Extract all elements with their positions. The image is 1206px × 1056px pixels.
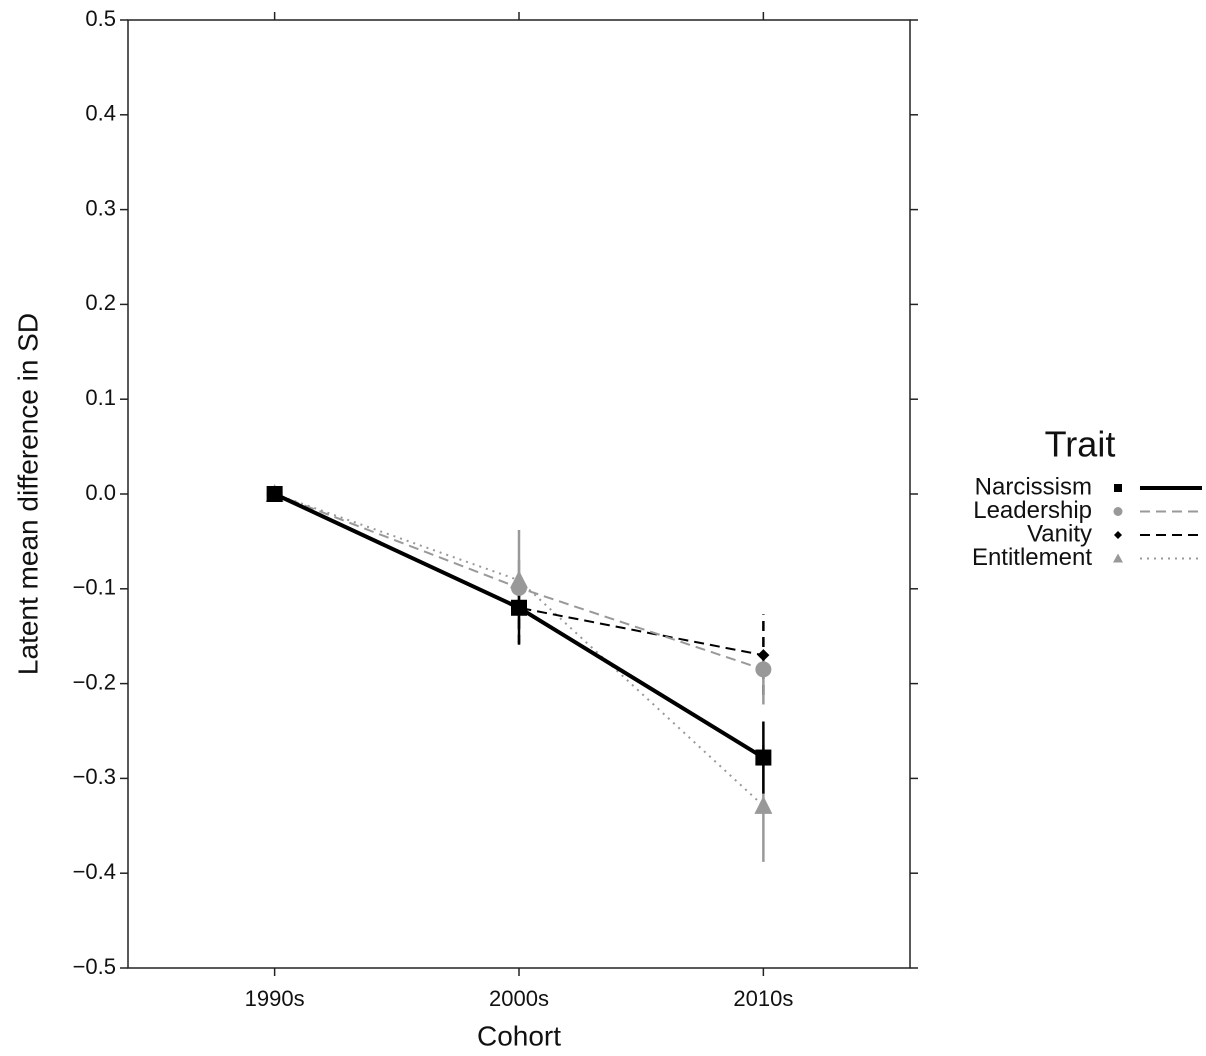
legend-marker <box>1114 531 1122 539</box>
marker <box>757 649 770 662</box>
y-tick-label: −0.2 <box>73 669 116 694</box>
marker <box>511 579 527 596</box>
legend-marker <box>1114 484 1122 492</box>
legend-label: Entitlement <box>972 544 1092 571</box>
y-tick-label: 0.3 <box>85 195 116 220</box>
legend-title: Trait <box>1045 424 1116 465</box>
x-axis-title: Cohort <box>477 1020 561 1051</box>
marker <box>755 661 772 678</box>
y-tick-label: −0.3 <box>73 764 116 789</box>
x-tick-label: 1990s <box>245 986 305 1011</box>
legend-marker <box>1113 553 1123 563</box>
legend-label: Narcissism <box>975 473 1092 500</box>
x-tick-label: 2010s <box>733 986 793 1011</box>
marker <box>266 486 283 502</box>
plot-frame <box>127 19 911 969</box>
legend-label: Vanity <box>1027 520 1092 547</box>
marker <box>754 795 773 814</box>
x-tick-label: 2000s <box>489 986 549 1011</box>
marker <box>755 749 772 766</box>
y-tick-label: 0.4 <box>85 101 116 126</box>
marker <box>511 599 527 616</box>
y-axis-title: Latent mean difference in SD <box>12 313 43 675</box>
y-tick-label: −0.4 <box>73 859 116 884</box>
y-tick-label: 0.0 <box>85 480 116 505</box>
legend-marker <box>1113 507 1123 516</box>
y-tick-label: 0.2 <box>85 290 116 315</box>
legend-label: Leadership <box>973 497 1092 524</box>
y-tick-label: 0.1 <box>85 385 116 410</box>
y-tick-label: −0.5 <box>73 954 116 979</box>
y-tick-label: −0.1 <box>73 575 116 600</box>
y-tick-label: 0.5 <box>85 6 116 31</box>
